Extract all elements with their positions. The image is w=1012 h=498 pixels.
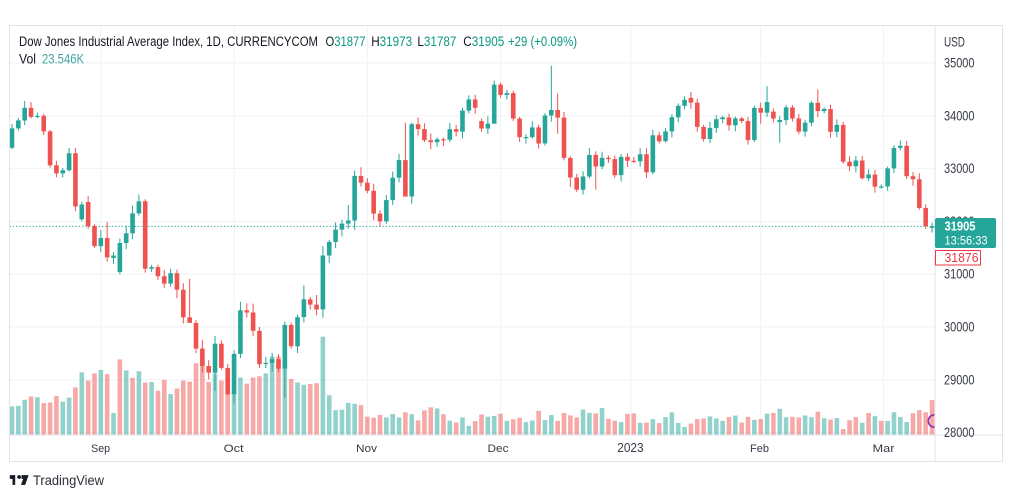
svg-text:Dow Jones Industrial Average I: Dow Jones Industrial Average Index, 1D, … xyxy=(19,34,318,49)
svg-text:13:56:33: 13:56:33 xyxy=(945,234,988,248)
svg-text:Feb: Feb xyxy=(750,443,769,455)
svg-text:+29 (+0.09%): +29 (+0.09%) xyxy=(508,34,577,49)
svg-text:Vol: Vol xyxy=(19,52,36,67)
svg-text:23.546K: 23.546K xyxy=(42,52,84,67)
svg-text:2023: 2023 xyxy=(617,440,643,455)
svg-text:30000: 30000 xyxy=(944,319,975,335)
svg-text:31905: 31905 xyxy=(945,220,976,234)
svg-text:31876: 31876 xyxy=(945,251,979,265)
svg-text:35000: 35000 xyxy=(944,55,975,71)
svg-text:Nov: Nov xyxy=(356,443,378,455)
svg-text:33000: 33000 xyxy=(944,160,975,176)
svg-text:Sep: Sep xyxy=(91,443,110,455)
svg-text:29000: 29000 xyxy=(944,371,975,387)
svg-text:TradingView: TradingView xyxy=(33,472,105,488)
svg-text:L31787: L31787 xyxy=(417,34,456,49)
svg-text:Mar: Mar xyxy=(873,443,895,455)
svg-text:34000: 34000 xyxy=(944,107,975,123)
svg-text:C31905: C31905 xyxy=(463,34,504,49)
svg-text:28000: 28000 xyxy=(944,424,975,440)
svg-text:31000: 31000 xyxy=(944,266,975,282)
svg-text:H31973: H31973 xyxy=(371,34,412,49)
svg-text:Oct: Oct xyxy=(224,443,244,455)
svg-text:USD: USD xyxy=(944,35,965,50)
svg-text:Dec: Dec xyxy=(488,443,510,455)
svg-text:O31877: O31877 xyxy=(326,34,366,49)
